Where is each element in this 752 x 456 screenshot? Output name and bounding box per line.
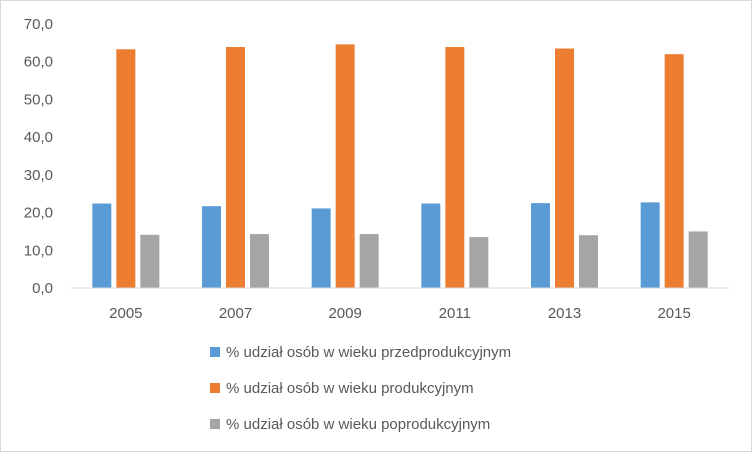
y-axis-ticks: 0,0 10,0 20,0 30,0 40,0 50,0 60,0 70,0 xyxy=(24,16,53,297)
bar-2005-series-3 xyxy=(140,234,160,288)
bar-2007-series-2 xyxy=(226,47,245,289)
y-tick-label: 10,0 xyxy=(24,242,53,259)
x-tick-label: 2013 xyxy=(548,305,581,322)
bar-2009-series-2 xyxy=(335,44,355,288)
bar-2013-series-2 xyxy=(555,48,574,289)
y-tick-label: 20,0 xyxy=(24,205,53,222)
x-tick-label: 2009 xyxy=(328,305,361,322)
legend-label: % udział osób w wieku poprodukcyjnym xyxy=(226,416,490,433)
x-tick-label: 2011 xyxy=(439,305,471,322)
legend-swatch xyxy=(210,347,220,357)
legend-swatch xyxy=(210,419,220,429)
legend-swatch xyxy=(210,383,220,393)
legend-label: % udział osób w wieku przedprodukcyjnym xyxy=(226,344,511,361)
x-axis-ticks: 2005 2007 2009 2011 2013 2015 xyxy=(109,305,691,322)
bar-2011-series-3 xyxy=(469,237,489,288)
x-tick-label: 2007 xyxy=(219,305,252,322)
bar-2011-series-1 xyxy=(421,203,441,288)
bar-2015-series-3 xyxy=(688,231,708,288)
bar-2005-series-2 xyxy=(116,49,136,288)
y-tick-label: 50,0 xyxy=(24,91,53,108)
bar-2015-series-1 xyxy=(640,202,660,288)
y-tick-label: 30,0 xyxy=(24,167,53,184)
y-tick-label: 60,0 xyxy=(24,54,53,71)
legend: % udział osób w wieku przedprodukcyjnym%… xyxy=(210,344,511,433)
bar-2009-series-3 xyxy=(359,234,379,288)
y-tick-label: 0,0 xyxy=(32,280,53,297)
bars xyxy=(92,44,708,289)
legend-label: % udział osób w wieku produkcyjnym xyxy=(226,380,474,397)
bar-2009-series-1 xyxy=(311,208,331,288)
bar-2015-series-2 xyxy=(664,54,684,288)
bar-2005-series-1 xyxy=(92,203,112,288)
bar-2007-series-1 xyxy=(202,206,221,288)
bar-2007-series-3 xyxy=(250,234,269,288)
x-tick-label: 2015 xyxy=(657,305,690,322)
bar-2013-series-3 xyxy=(579,235,598,288)
y-tick-label: 70,0 xyxy=(24,16,53,33)
y-tick-label: 40,0 xyxy=(24,129,53,146)
x-tick-label: 2005 xyxy=(109,305,142,322)
bar-2011-series-2 xyxy=(445,47,465,289)
bar-2013-series-1 xyxy=(531,203,550,288)
